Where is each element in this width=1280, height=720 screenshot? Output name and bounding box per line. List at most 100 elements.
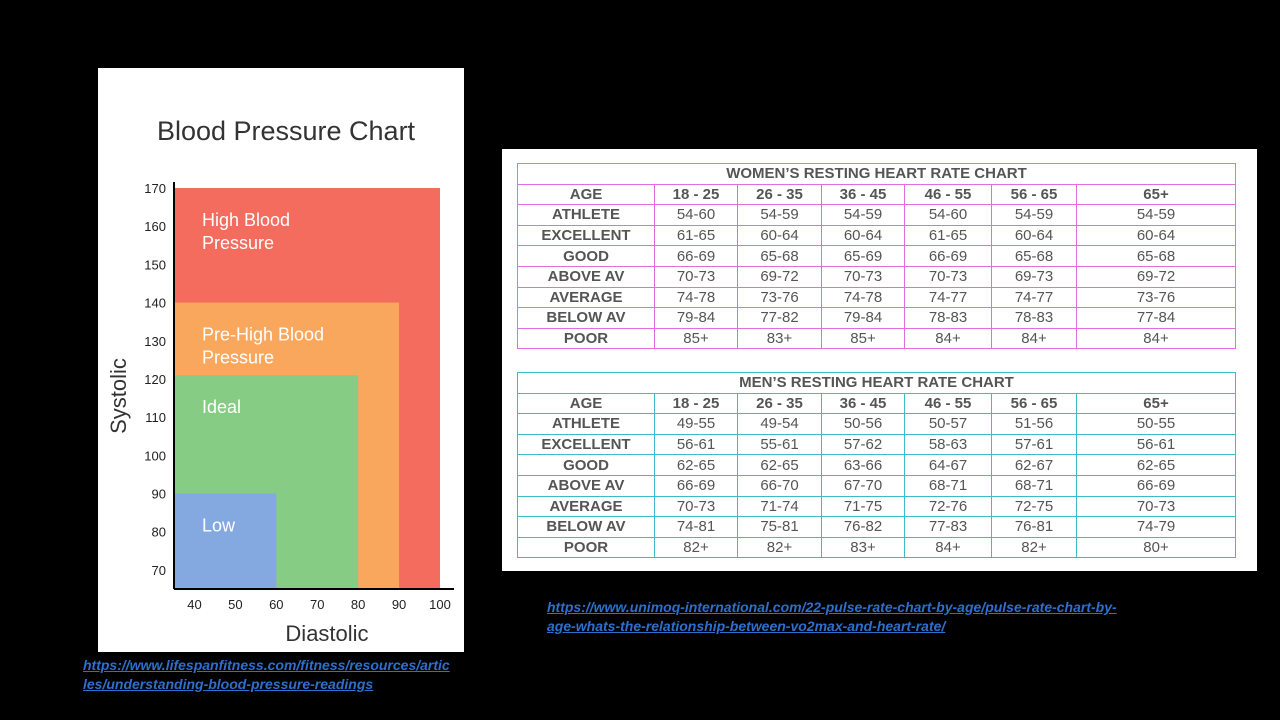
table-cell: 85+ — [654, 327, 738, 350]
column-header: 56 - 65 — [991, 183, 1077, 206]
heart-rate-tables-panel: WOMEN’S RESTING HEART RATE CHART AGE 18 - … — [502, 149, 1257, 571]
region-label: Pressure — [202, 348, 274, 368]
table-cell: 82+ — [991, 536, 1077, 559]
x-tick-label: 90 — [392, 597, 406, 612]
chart-title: Blood Pressure Chart — [157, 116, 416, 146]
x-tick-label: 60 — [269, 597, 283, 612]
table-title-row: WOMEN’S RESTING HEART RATE CHART — [516, 163, 1237, 185]
table-cell: 54-59 — [991, 204, 1077, 226]
table-cell: 62-65 — [737, 454, 822, 476]
table-cell: 66-69 — [1076, 474, 1236, 497]
table-row: AVERAGE 70-73 71-74 71-75 72-76 72-75 70-73 — [517, 495, 1236, 518]
region-label: Pre-High Blood — [202, 325, 324, 345]
table-cell: 66-69 — [904, 245, 992, 267]
row-label: EXCELLENT — [517, 433, 655, 456]
table-cell: 70-73 — [654, 265, 738, 288]
table-row: ABOVE AV 70-73 69-72 70-73 70-73 69-73 69-72 — [517, 265, 1237, 288]
hr-source-link-line1[interactable]: https://www.unimoq-international.com/22-… — [547, 599, 1117, 615]
table-cell: 51-56 — [991, 413, 1077, 435]
table-cell: 70-73 — [821, 265, 905, 288]
hr-source-link[interactable]: https://www.unimoq-international.com/22-… — [547, 598, 1117, 636]
table-cell: 84+ — [904, 536, 992, 559]
bp-source-link[interactable]: https://www.lifespanfitness.com/fitness/… — [83, 656, 450, 694]
table-cell: 82+ — [737, 536, 822, 559]
table-cell: 54-59 — [821, 204, 905, 226]
table-cell: 54-59 — [1075, 204, 1237, 226]
table-cell: 56-61 — [654, 433, 738, 456]
table-row: POOR 85+ 83+ 85+ 84+ 84+ 84+ — [517, 327, 1237, 350]
column-header: 36 - 45 — [821, 183, 905, 206]
column-header: 46 - 55 — [904, 183, 992, 206]
table-cell: 67-70 — [821, 474, 905, 497]
table-cell: 49-54 — [737, 413, 822, 435]
table-cell: 54-60 — [904, 204, 992, 226]
table-cell: 66-70 — [737, 474, 822, 497]
table-header-row: AGE 18 - 25 26 - 35 36 - 45 46 - 55 56 - 65 65… — [517, 392, 1236, 415]
row-label: ABOVE AV — [517, 474, 655, 497]
y-tick-label: 80 — [152, 525, 166, 540]
table-cell: 74-77 — [904, 286, 992, 309]
row-label: EXCELLENT — [517, 224, 655, 247]
table-row: POOR 82+ 82+ 83+ 84+ 82+ 80+ — [517, 536, 1236, 559]
table-cell: 74-77 — [991, 286, 1077, 309]
table-cell: 65-69 — [821, 245, 905, 267]
hr-source-link-line2[interactable]: age-whats-the-relationship-between-vo2ma… — [547, 618, 946, 634]
bp-source-link-line1[interactable]: https://www.lifespanfitness.com/fitness/… — [83, 657, 450, 673]
row-label: GOOD — [517, 454, 655, 476]
column-header: 18 - 25 — [654, 392, 738, 415]
table-cell: 65-68 — [1075, 245, 1237, 267]
x-tick-label: 100 — [429, 597, 451, 612]
table-cell: 77-82 — [737, 307, 822, 329]
table-cell: 57-61 — [991, 433, 1077, 456]
table-cell: 84+ — [1075, 327, 1237, 350]
table-cell: 78-83 — [991, 307, 1077, 329]
y-tick-label: 150 — [144, 257, 166, 272]
column-header: AGE — [517, 392, 655, 415]
bp-source-link-line2[interactable]: les/understanding-blood-pressure-reading… — [83, 676, 374, 692]
x-axis-label: Diastolic — [285, 621, 368, 646]
column-header: 18 - 25 — [654, 183, 738, 206]
table-cell: 69-72 — [1075, 265, 1237, 288]
row-label: AVERAGE — [517, 495, 655, 518]
table-cell: 80+ — [1076, 536, 1236, 559]
table-cell: 69-72 — [737, 265, 822, 288]
table-cell: 73-76 — [737, 286, 822, 309]
table-cell: 77-84 — [1075, 307, 1237, 329]
row-label: BELOW AV — [517, 516, 655, 538]
table-row: ATHLETE 49-55 49-54 50-56 50-57 51-56 50-55 — [517, 413, 1236, 435]
table-cell: 72-76 — [904, 495, 992, 518]
x-tick-label: 50 — [228, 597, 242, 612]
y-tick-label: 170 — [144, 181, 166, 196]
region-low — [174, 493, 277, 589]
table-cell: 83+ — [737, 327, 822, 350]
row-label: AVERAGE — [517, 286, 655, 309]
region-label: High Blood — [202, 210, 290, 230]
table-cell: 83+ — [821, 536, 905, 559]
row-label: POOR — [517, 327, 655, 350]
x-tick-label: 40 — [187, 597, 201, 612]
region-label: Low — [202, 516, 236, 536]
table-cell: 54-59 — [737, 204, 822, 226]
table-cell: 77-83 — [904, 516, 992, 538]
table-cell: 82+ — [654, 536, 738, 559]
row-label: ATHLETE — [517, 204, 655, 226]
mens-heart-rate-table: MEN’S RESTING HEART RATE CHART AGE 18 - 25… — [517, 372, 1236, 559]
table-row: GOOD 62-65 62-65 63-66 64-67 62-67 62-65 — [517, 454, 1236, 476]
column-header: AGE — [517, 183, 655, 206]
region-label: Pressure — [202, 233, 274, 253]
table-cell: 76-81 — [991, 516, 1077, 538]
row-label: ABOVE AV — [517, 265, 655, 288]
y-axis-label: Systolic — [106, 358, 131, 434]
table-row: GOOD 66-69 65-68 65-69 66-69 65-68 65-68 — [517, 245, 1237, 267]
row-label: GOOD — [517, 245, 655, 267]
table-cell: 74-78 — [821, 286, 905, 309]
column-header: 65+ — [1076, 392, 1236, 415]
column-header: 26 - 35 — [737, 183, 822, 206]
table-cell: 74-81 — [654, 516, 738, 538]
table-cell: 75-81 — [737, 516, 822, 538]
table-cell: 70-73 — [1076, 495, 1236, 518]
table-cell: 85+ — [821, 327, 905, 350]
table-cell: 79-84 — [821, 307, 905, 329]
x-tick-label: 80 — [351, 597, 365, 612]
table-cell: 62-67 — [991, 454, 1077, 476]
